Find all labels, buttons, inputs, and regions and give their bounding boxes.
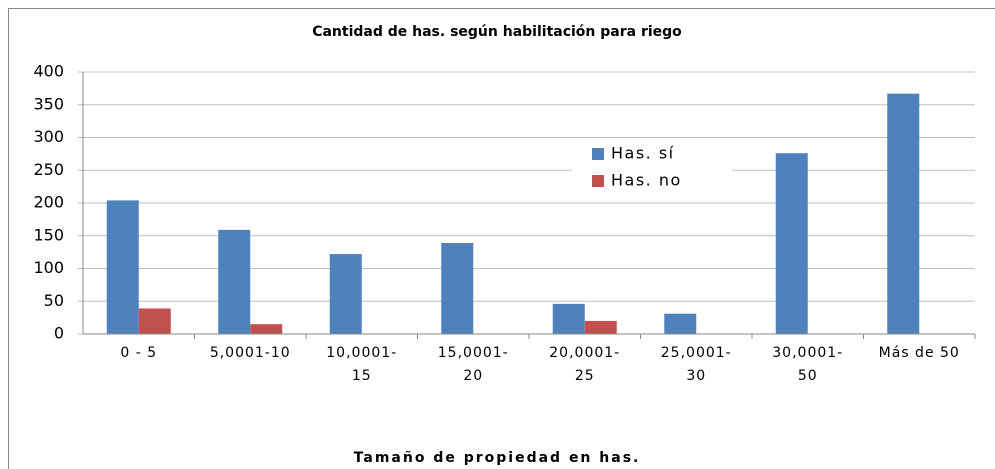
x-tick-label: 20,0001- 25 xyxy=(549,345,621,384)
y-tick-label: 150 xyxy=(33,225,64,244)
x-axis-title: Tamaño de propiedad en has. xyxy=(354,450,641,466)
bar xyxy=(106,200,139,334)
x-tick-label-box: 15,0001- 20 xyxy=(437,345,509,384)
bar xyxy=(775,153,808,334)
x-tick-label-box: 25,0001- 30 xyxy=(660,345,732,384)
bar xyxy=(138,308,171,334)
x-tick-label-box: 0 - 5 xyxy=(120,345,158,361)
y-tick-label: 50 xyxy=(44,291,64,310)
x-tick-label-box: 10,0001- 15 xyxy=(326,345,398,384)
bar xyxy=(664,313,697,334)
x-tick-label: 15,0001- 20 xyxy=(437,345,509,384)
x-tick-label: 5,0001-10 xyxy=(209,345,291,361)
y-tick-label: 350 xyxy=(33,94,64,113)
x-tick-label: Más de 50 xyxy=(878,345,960,361)
legend-label: Has. no xyxy=(611,171,682,190)
x-tick-label-box: 5,0001-10 xyxy=(209,345,291,361)
x-tick-label-box: 30,0001- 50 xyxy=(772,345,844,384)
x-tick-label: 30,0001- 50 xyxy=(772,345,844,384)
chart-frame xyxy=(8,8,995,469)
y-tick-label: 250 xyxy=(33,160,64,179)
bar xyxy=(887,93,920,335)
x-tick-label: 0 - 5 xyxy=(120,345,158,361)
chart-title: Cantidad de has. según habilitación para… xyxy=(312,24,682,40)
bar xyxy=(250,324,283,334)
legend-label: Has. sí xyxy=(611,144,675,163)
y-tick-label: 100 xyxy=(33,258,64,277)
y-tick-label: 400 xyxy=(33,62,64,81)
bar xyxy=(584,320,617,334)
y-tick-label: 300 xyxy=(33,127,64,146)
bar xyxy=(329,254,362,334)
legend-swatch xyxy=(592,148,604,160)
x-tick-label-box: Más de 50 xyxy=(878,345,960,361)
bar xyxy=(441,242,474,334)
x-tick-label-box: 20,0001- 25 xyxy=(549,345,621,384)
x-tick-label: 10,0001- 15 xyxy=(326,345,398,384)
y-tick-label: 200 xyxy=(33,193,64,212)
bar xyxy=(552,303,585,334)
y-tick-label: 0 xyxy=(54,324,64,343)
legend-swatch xyxy=(592,175,604,187)
bar xyxy=(218,229,251,334)
x-tick-label: 25,0001- 30 xyxy=(660,345,732,384)
